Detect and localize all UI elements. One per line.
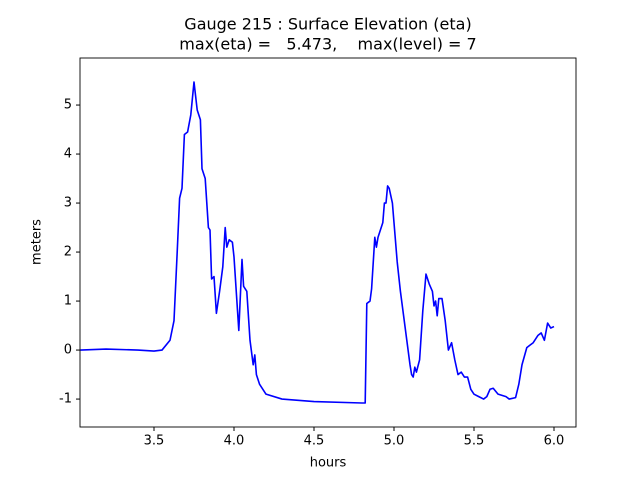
- y-tick-label: 0: [64, 343, 72, 358]
- x-tick-label: 5.5: [464, 434, 485, 449]
- y-tick-label: -1: [59, 392, 72, 407]
- x-tick-label: 3.5: [144, 434, 165, 449]
- x-tick-label: 5.0: [384, 434, 405, 449]
- x-axis-label: hours: [310, 456, 347, 471]
- y-axis-label: meters: [30, 219, 45, 265]
- y-tick-label: 1: [64, 294, 72, 309]
- chart-subtitle: max(eta) = 5.473, max(level) = 7: [179, 35, 476, 54]
- data-line: [80, 81, 555, 404]
- x-tick-label: 6.0: [544, 434, 565, 449]
- y-tick-label: 3: [64, 196, 72, 211]
- plot-frame: [79, 57, 577, 428]
- chart-title: Gauge 215 : Surface Elevation (eta): [184, 15, 471, 34]
- y-tick-label: 4: [64, 147, 72, 162]
- y-tick-label: 5: [64, 98, 72, 113]
- y-tick-label: 2: [64, 245, 72, 260]
- x-tick-label: 4.0: [224, 434, 245, 449]
- x-tick-label: 4.5: [304, 434, 325, 449]
